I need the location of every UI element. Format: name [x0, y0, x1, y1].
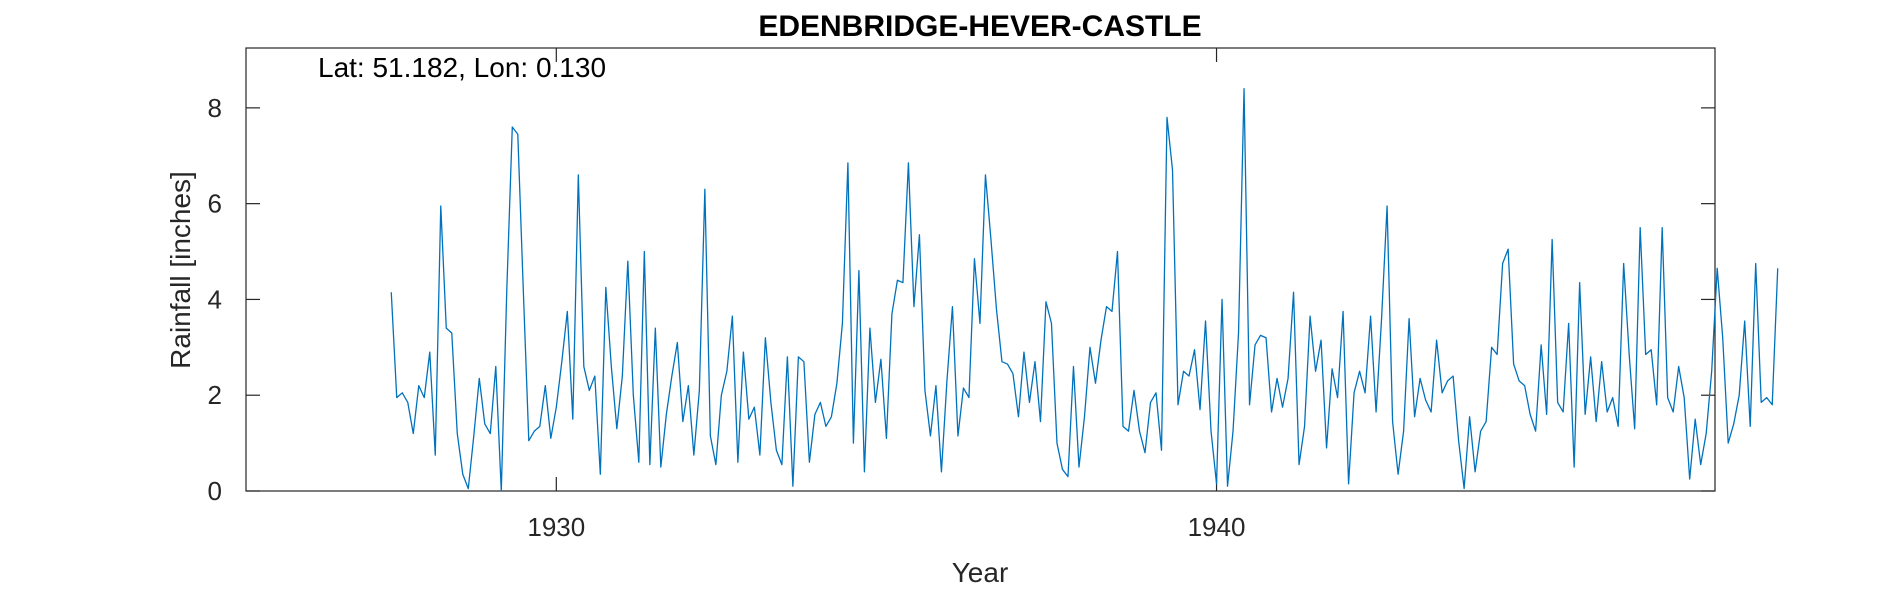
x-tick-label-1930: 1930 — [527, 512, 585, 542]
rainfall-series-line — [390, 88, 1779, 492]
x-tick-label-1940: 1940 — [1188, 512, 1246, 542]
y-axis-label: Rainfall [inches] — [165, 171, 196, 369]
chart-title: EDENBRIDGE-HEVER-CASTLE — [758, 10, 1201, 43]
plot-area — [245, 47, 1716, 492]
y-tick-label-8: 8 — [208, 93, 222, 123]
y-tick-label-6: 6 — [208, 189, 222, 219]
x-axis-label: Year — [952, 557, 1009, 588]
y-tick-label-4: 4 — [208, 284, 222, 314]
location-annotation: Lat: 51.182, Lon: 0.130 — [318, 52, 606, 83]
y-tick-label-2: 2 — [208, 380, 222, 410]
y-tick-label-0: 0 — [208, 476, 222, 506]
x-tick-labels: 1930 1940 — [527, 512, 1245, 542]
y-tick-labels: 0 2 4 6 8 — [208, 93, 222, 506]
